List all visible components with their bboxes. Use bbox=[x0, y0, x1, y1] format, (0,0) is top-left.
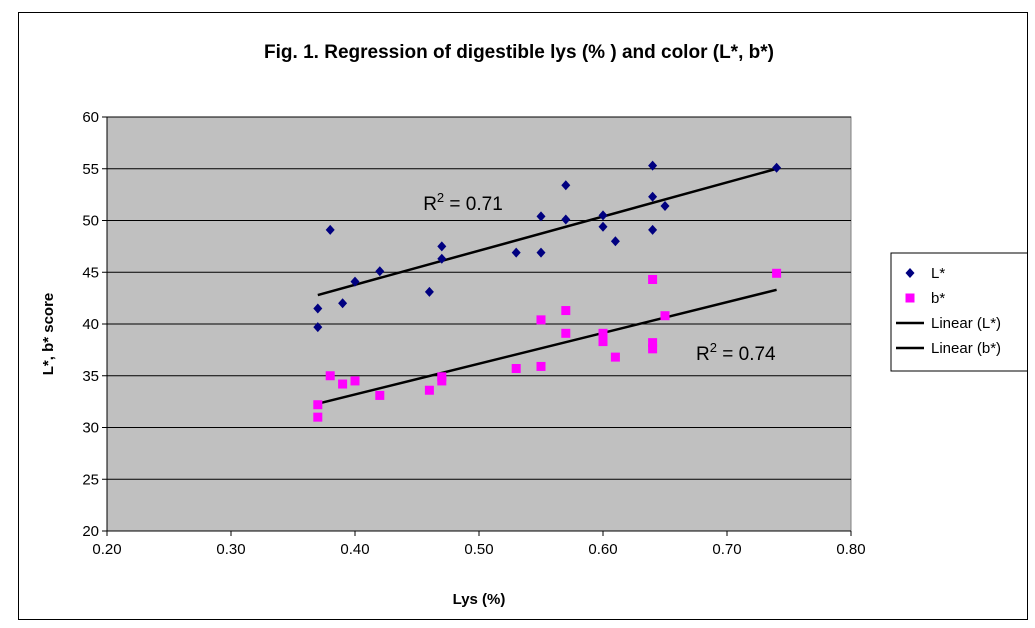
y-tick-label: 50 bbox=[82, 213, 99, 230]
legend-label: L* bbox=[931, 265, 945, 282]
point-l-star bbox=[313, 303, 323, 314]
y-tick-label: 25 bbox=[82, 471, 99, 488]
y-axis-label: L*, b* score bbox=[40, 293, 57, 376]
point-l-star bbox=[660, 201, 670, 212]
point-l-star bbox=[511, 247, 521, 258]
x-axis-label: Lys (%) bbox=[453, 591, 506, 608]
y-tick-label: 60 bbox=[82, 109, 99, 126]
point-b-star bbox=[350, 376, 360, 386]
point-l-star bbox=[325, 224, 335, 235]
point-l-star bbox=[648, 191, 658, 202]
point-l-star bbox=[338, 298, 348, 309]
chart-svg: Fig. 1. Regression of digestible lys (% … bbox=[40, 42, 1027, 608]
point-l-star bbox=[598, 210, 608, 221]
point-l-star bbox=[424, 286, 434, 297]
point-b-star bbox=[648, 274, 658, 284]
legend-label: Linear (b*) bbox=[931, 340, 1001, 357]
point-b-star bbox=[338, 379, 348, 389]
chart-title: Fig. 1. Regression of digestible lys (% … bbox=[264, 42, 774, 63]
y-tick-label: 40 bbox=[82, 316, 99, 333]
point-b-star bbox=[536, 361, 546, 371]
legend-label: Linear (L*) bbox=[931, 315, 1001, 332]
point-l-star bbox=[561, 214, 571, 225]
legend-swatch-square bbox=[905, 293, 915, 303]
point-b-star bbox=[772, 268, 782, 278]
point-l-star bbox=[561, 180, 571, 191]
point-l-star bbox=[536, 211, 546, 222]
legend-swatch-diamond bbox=[905, 268, 915, 278]
x-tick-label: 0.70 bbox=[712, 541, 741, 558]
legend-label: b* bbox=[931, 290, 945, 307]
point-b-star bbox=[325, 371, 335, 381]
chart-frame: Fig. 1. Regression of digestible lys (% … bbox=[18, 12, 1028, 620]
trendline-linearl bbox=[317, 167, 777, 297]
point-b-star bbox=[511, 364, 521, 374]
y-tick-label: 30 bbox=[82, 420, 99, 437]
point-b-star bbox=[660, 311, 670, 321]
point-b-star bbox=[424, 385, 434, 395]
y-tick-label: 55 bbox=[82, 161, 99, 178]
r-squared-label-2: R2 = 0.74 bbox=[696, 340, 776, 365]
point-l-star bbox=[350, 276, 360, 287]
point-b-star bbox=[313, 412, 323, 422]
point-b-star bbox=[313, 400, 323, 410]
point-b-star bbox=[648, 344, 658, 354]
r-squared-label-1: R2 = 0.71 bbox=[423, 190, 503, 215]
x-tick-label: 0.30 bbox=[216, 541, 245, 558]
point-l-star bbox=[313, 322, 323, 333]
point-b-star bbox=[375, 390, 385, 400]
point-l-star bbox=[772, 162, 782, 173]
point-b-star bbox=[561, 328, 571, 338]
point-l-star bbox=[375, 266, 385, 277]
point-l-star bbox=[598, 221, 608, 232]
x-tick-label: 0.40 bbox=[340, 541, 369, 558]
trendline-linearb bbox=[317, 288, 777, 405]
point-l-star bbox=[536, 247, 546, 258]
point-l-star bbox=[437, 241, 447, 252]
point-l-star bbox=[648, 224, 658, 235]
y-tick-label: 20 bbox=[82, 523, 99, 540]
point-l-star bbox=[648, 160, 658, 171]
point-l-star bbox=[610, 236, 620, 247]
y-tick-label: 35 bbox=[82, 368, 99, 385]
point-b-star bbox=[598, 328, 608, 338]
point-b-star bbox=[648, 338, 658, 348]
x-tick-label: 0.20 bbox=[92, 541, 121, 558]
point-b-star bbox=[610, 352, 620, 362]
x-tick-label: 0.60 bbox=[588, 541, 617, 558]
x-tick-label: 0.80 bbox=[836, 541, 865, 558]
point-b-star bbox=[598, 337, 608, 347]
point-b-star bbox=[437, 376, 447, 386]
point-b-star bbox=[536, 315, 546, 325]
x-tick-label: 0.50 bbox=[464, 541, 493, 558]
y-tick-label: 45 bbox=[82, 264, 99, 281]
point-b-star bbox=[561, 306, 571, 316]
